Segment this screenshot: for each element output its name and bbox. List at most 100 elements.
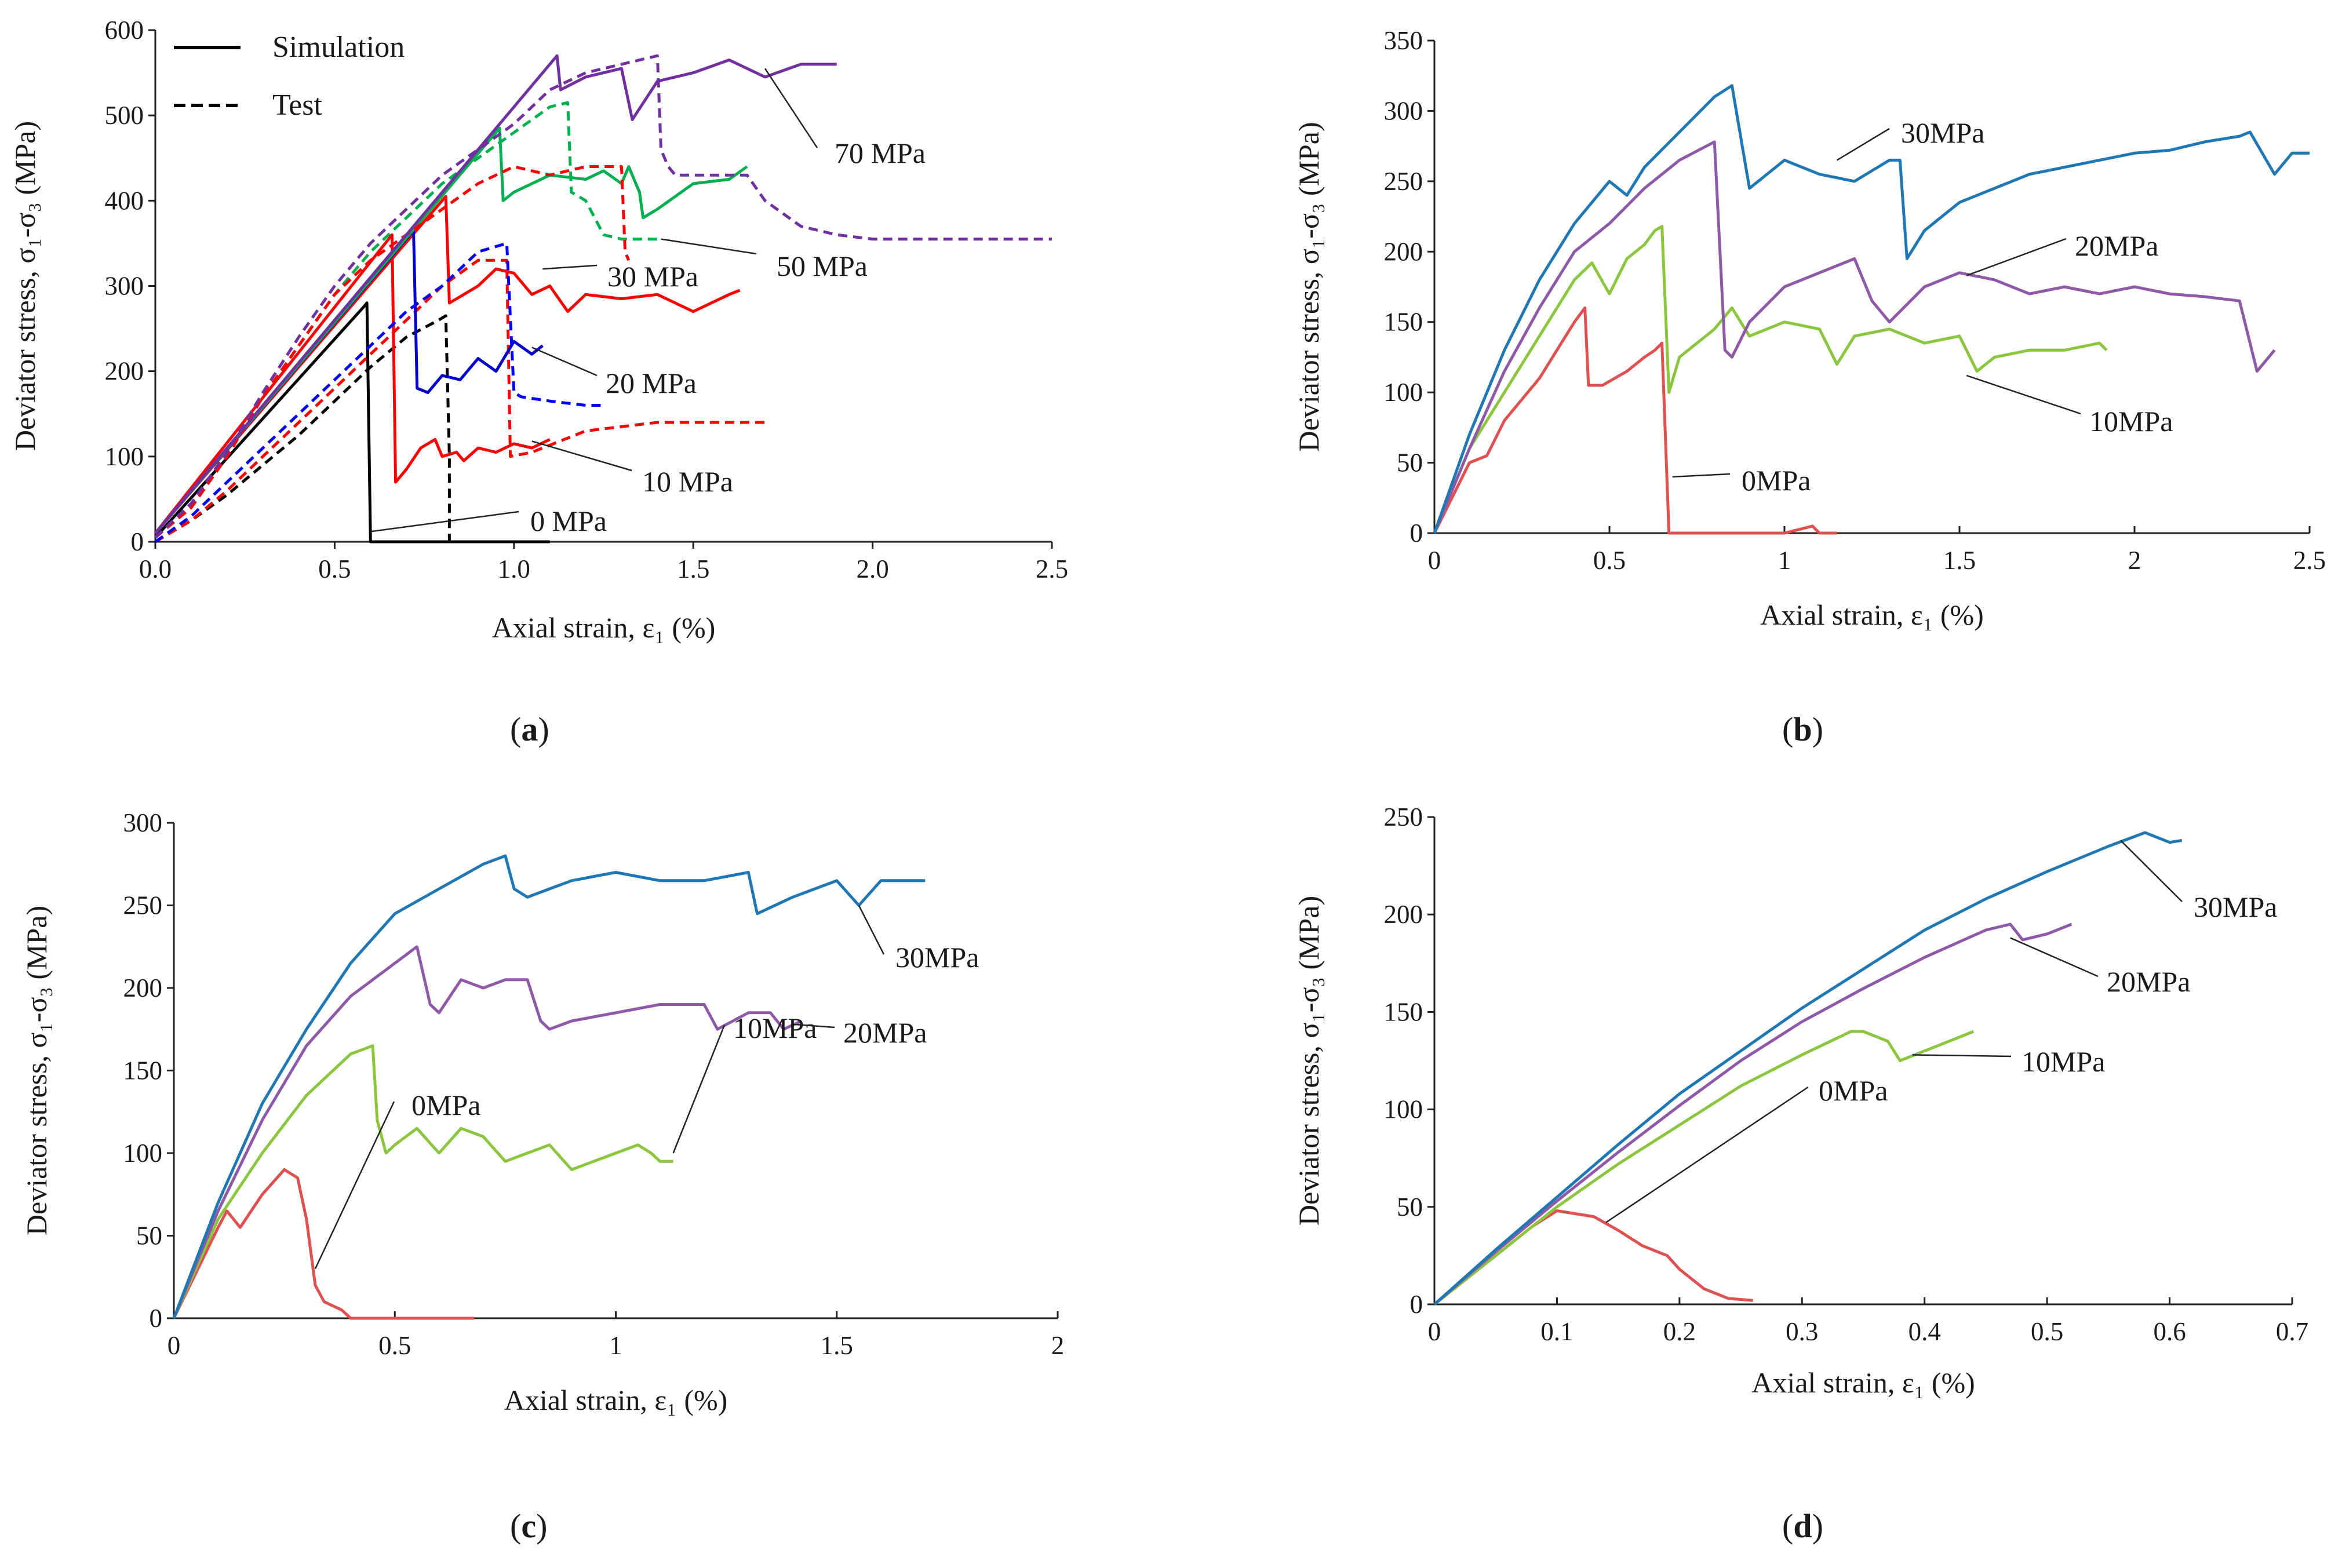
- chart-a-x-tick-label: 0.5: [318, 555, 351, 584]
- chart-b-annotation-leader: [1966, 238, 2067, 276]
- chart-b-x-tick-label: 2.5: [2293, 546, 2326, 575]
- chart-a-annotation-label: 0 MPa: [530, 505, 607, 537]
- chart-d-y-tick-label: 200: [1384, 900, 1423, 929]
- chart-a-series-line: [154, 195, 741, 534]
- chart-c: 0 0.5 1 1.5 2 0 50 100 150 200 250 300 Axial strain…: [20, 808, 1065, 1416]
- chart-c-series-line: [172, 1168, 475, 1320]
- chart-d-y-tick-label: 150: [1384, 997, 1423, 1026]
- panel-caption-c: (c): [510, 1507, 548, 1545]
- chart-d-x-tick-label: 0.2: [1663, 1317, 1696, 1346]
- chart-d-y-tick-label: 50: [1397, 1193, 1423, 1221]
- chart-c-annotation-leader: [792, 1023, 835, 1029]
- chart-c-annotation-leader: [672, 1024, 726, 1154]
- chart-d-annotation-leader: [1605, 1086, 1809, 1223]
- chart-d-x-tick-label: 0.6: [2153, 1317, 2186, 1346]
- chart-a-annotation-label: 20 MPa: [606, 367, 697, 399]
- chart-c-y-tick-label: 100: [123, 1139, 163, 1168]
- chart-b-y-axis-title: Deviator stress, σ₁-σ₃ (MPa): [1292, 122, 1325, 451]
- panel-caption-d: (d): [1782, 1507, 1823, 1545]
- chart-b-grid-axes: 0 0.5 1 1.5 2 2.5 0 50 100 150 200 250 300 350: [1384, 26, 2326, 575]
- chart-a-series-line: [154, 314, 451, 544]
- chart-a-annotation-leader: [661, 238, 757, 255]
- chart-a-y-tick-label: 500: [105, 101, 144, 130]
- chart-c-x-tick-label: 2: [1051, 1331, 1065, 1360]
- chart-c-x-tick-label: 1: [609, 1331, 622, 1360]
- chart-d-series-line: [1433, 1209, 1753, 1306]
- chart-b-x-tick-label: 1: [1778, 546, 1791, 575]
- chart-b-series-line: [1433, 225, 2108, 534]
- chart-a-y-tick-label: 300: [105, 272, 144, 301]
- chart-a-x-tick-label: 0.0: [139, 555, 172, 584]
- chart-b-y-tick-label: 200: [1384, 237, 1423, 266]
- panel-caption-b: (b): [1782, 710, 1823, 748]
- chart-b-annotation-leader: [1836, 127, 1890, 161]
- chart-c-annotation-label: 30MPa: [895, 941, 979, 973]
- chart-a-annotation-leader: [764, 68, 818, 148]
- chart-c-annotation-label: 0MPa: [411, 1089, 480, 1121]
- chart-d-annotation-label: 30MPa: [2194, 891, 2277, 923]
- chart-d-x-axis-title: Axial strain, ε₁ (%): [1751, 1366, 1975, 1399]
- chart-c-annotation-label: 10MPa: [733, 1012, 817, 1044]
- chart-b-y-tick-label: 250: [1384, 167, 1423, 196]
- chart-a-annotation-leader: [531, 440, 632, 472]
- chart-b-annotation-label: 10MPa: [2089, 405, 2173, 437]
- chart-c-series-line: [172, 945, 802, 1319]
- chart-c-y-tick-label: 200: [123, 973, 163, 1002]
- chart-b-x-tick-label: 0: [1428, 546, 1441, 575]
- chart-b-annotation-label: 30MPa: [1901, 116, 1984, 149]
- chart-a-legend-label: Simulation: [272, 31, 405, 64]
- chart-c-y-tick-label: 150: [123, 1056, 163, 1085]
- chart-d-annotation-label: 0MPa: [1819, 1074, 1888, 1107]
- chart-d-x-tick-label: 0.3: [1786, 1317, 1818, 1346]
- chart-a-y-tick-label: 100: [105, 442, 144, 471]
- chart-b-x-tick-label: 0.5: [1593, 546, 1626, 575]
- chart-d-x-tick-label: 0.4: [1908, 1317, 1941, 1346]
- chart-a-y-tick-label: 600: [105, 16, 144, 45]
- chart-b-series-line: [1433, 140, 2276, 534]
- chart-b-x-axis-title: Axial strain, ε₁ (%): [1760, 599, 1984, 631]
- chart-a: 0.0 0.5 1.0 1.5 2.0 2.5 0 100 200 300 400 500 600 Ax…: [9, 16, 1069, 644]
- chart-c-x-axis-title: Axial strain, ε₁ (%): [504, 1384, 728, 1416]
- chart-d-x-tick-label: 0.7: [2276, 1317, 2308, 1346]
- chart-a-legend-label: Test: [272, 89, 322, 122]
- chart-a-x-tick-label: 1.5: [677, 555, 709, 584]
- chart-b-x-tick-label: 2: [2128, 546, 2141, 575]
- chart-a-y-tick-label: 200: [105, 357, 144, 386]
- chart-a-x-tick-label: 2.5: [1036, 555, 1068, 584]
- chart-d-y-axis-title: Deviator stress, σ₁-σ₃ (MPa): [1292, 896, 1325, 1226]
- chart-b-y-tick-label: 350: [1384, 26, 1423, 55]
- chart-a-series-line: [154, 229, 544, 534]
- chart-a-series-line: [154, 54, 837, 534]
- chart-a-annotation-leader: [531, 347, 598, 377]
- chart-c-series-line: [172, 1044, 673, 1319]
- chart-a-x-tick-label: 2.0: [856, 555, 888, 584]
- chart-a-series-line: [154, 54, 1052, 539]
- chart-a-series-line: [154, 242, 604, 544]
- chart-d-y-tick-label: 100: [1384, 1095, 1423, 1124]
- chart-d-x-tick-label: 0.1: [1540, 1317, 1573, 1346]
- chart-c-labels: Axial strain, ε₁ (%) Deviator stress, σ₁-…: [20, 905, 979, 1416]
- chart-b: 0 0.5 1 1.5 2 2.5 0 50 100 150 200 250 300 350 Axial …: [1292, 26, 2326, 631]
- panel-caption-d-letter: d: [1793, 1507, 1812, 1545]
- chart-d-y-tick-label: 250: [1384, 803, 1423, 832]
- chart-c-annotation-leader: [858, 905, 885, 955]
- chart-a-grid-axes: 0.0 0.5 1.0 1.5 2.0 2.5 0 100 200 300 400 500 600: [105, 16, 1069, 584]
- chart-d-plot: [1433, 831, 2183, 1306]
- chart-b-series-line: [1433, 84, 2310, 534]
- chart-c-y-tick-label: 250: [123, 891, 163, 920]
- chart-a-series-line: [154, 301, 550, 544]
- chart-b-y-tick-label: 100: [1384, 378, 1423, 407]
- chart-d: 0 0.1 0.2 0.3 0.4 0.5 0.6 0.7 0 50 100 150 200 250 Ax…: [1292, 803, 2308, 1399]
- chart-d-annotation-label: 20MPa: [2107, 965, 2190, 998]
- chart-b-labels: Axial strain, ε₁ (%) Deviator stress, σ₁-…: [1292, 116, 2173, 631]
- chart-d-annotation-leader: [2120, 840, 2183, 902]
- chart-b-y-tick-label: 150: [1384, 308, 1423, 337]
- chart-b-annotation-leader: [1672, 473, 1731, 478]
- chart-c-annotation-leader: [314, 1101, 395, 1270]
- chart-d-annotation-leader: [1912, 1054, 2012, 1058]
- chart-c-x-tick-label: 0.5: [378, 1331, 411, 1360]
- chart-c-x-tick-label: 0: [167, 1331, 181, 1360]
- chart-c-y-tick-label: 0: [150, 1304, 163, 1333]
- panel-caption-a-letter: a: [521, 710, 538, 748]
- chart-b-series-line: [1433, 306, 1837, 535]
